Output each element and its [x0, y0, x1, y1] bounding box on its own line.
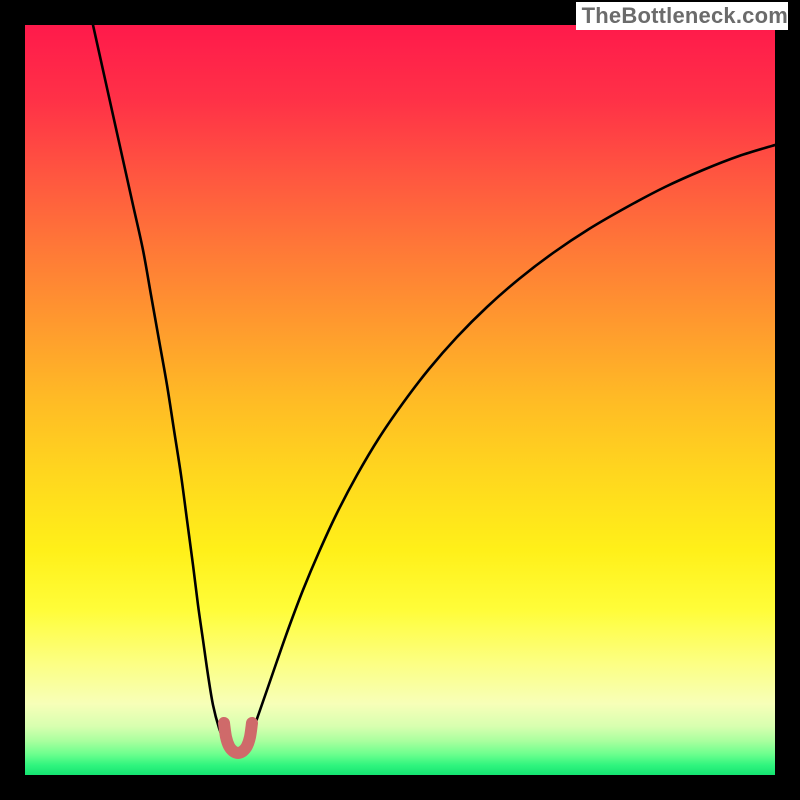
gradient-background	[25, 25, 775, 775]
watermark-text: TheBottleneck.com	[576, 2, 788, 30]
chart-svg	[25, 25, 775, 775]
chart-plot	[25, 25, 775, 775]
